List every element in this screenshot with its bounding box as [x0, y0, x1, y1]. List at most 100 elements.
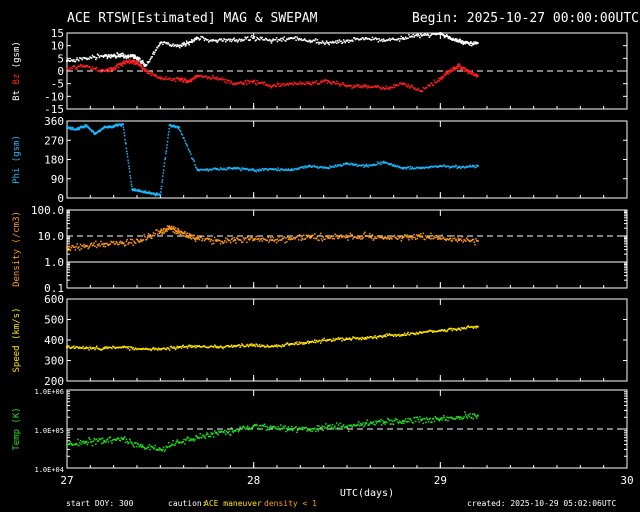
- data-point: [423, 87, 425, 90]
- data-point: [273, 345, 275, 348]
- data-point: [73, 246, 75, 248]
- data-point: [245, 38, 247, 40]
- data-point: [268, 39, 270, 41]
- data-point: [84, 246, 86, 248]
- data-point: [451, 417, 453, 419]
- data-point: [116, 438, 118, 440]
- data-point: [370, 335, 373, 338]
- data-point: [66, 443, 68, 446]
- data-point: [235, 428, 238, 430]
- data-point: [135, 60, 138, 63]
- data-point: [183, 438, 185, 441]
- data-point: [126, 54, 128, 57]
- data-point: [265, 346, 268, 348]
- data-point: [177, 347, 179, 349]
- data-point: [168, 77, 171, 79]
- data-point: [85, 57, 88, 60]
- y-tick-label: -10: [44, 90, 64, 103]
- data-point: [385, 236, 387, 239]
- data-point: [287, 343, 290, 346]
- data-point: [367, 85, 369, 87]
- data-point: [465, 40, 467, 43]
- data-point: [276, 40, 279, 43]
- data-point: [194, 238, 196, 240]
- data-point: [384, 334, 386, 336]
- data-point: [372, 421, 375, 423]
- data-point: [146, 348, 149, 350]
- data-point: [343, 84, 346, 87]
- data-point: [390, 237, 392, 239]
- data-point: [69, 441, 72, 443]
- data-point: [221, 240, 224, 243]
- data-point: [459, 41, 461, 43]
- data-point: [197, 237, 200, 239]
- data-point: [348, 84, 351, 86]
- data-point: [314, 39, 316, 42]
- data-point: [297, 427, 300, 430]
- data-point: [112, 240, 115, 243]
- data-point: [232, 167, 235, 169]
- data-point: [407, 331, 409, 334]
- data-point: [333, 339, 336, 342]
- data-point: [426, 417, 428, 419]
- data-point: [337, 336, 340, 339]
- data-point: [233, 37, 235, 39]
- data-point: [241, 38, 243, 41]
- data-point: [447, 165, 449, 168]
- data-point: [130, 62, 133, 64]
- data-point: [232, 38, 235, 40]
- data-point: [476, 414, 479, 417]
- data-point: [104, 70, 107, 72]
- data-point: [414, 420, 417, 423]
- data-point: [453, 38, 456, 41]
- data-point: [217, 40, 219, 42]
- data-point: [91, 244, 94, 247]
- footer-density-note: density < 1: [264, 499, 317, 508]
- data-point: [263, 346, 266, 348]
- data-point: [130, 442, 133, 444]
- data-point: [298, 37, 301, 40]
- y-tick-label: 0: [57, 192, 64, 205]
- data-point: [210, 238, 212, 241]
- data-point: [409, 236, 411, 238]
- data-point: [462, 40, 465, 43]
- data-point: [347, 41, 350, 44]
- data-point: [457, 415, 459, 418]
- data-point: [185, 43, 187, 45]
- data-point: [192, 237, 194, 239]
- data-point: [191, 439, 194, 441]
- data-point: [456, 417, 459, 419]
- data-point: [362, 37, 364, 39]
- data-point: [475, 415, 477, 418]
- data-point: [366, 165, 369, 167]
- data-point: [316, 39, 319, 41]
- data-point: [155, 229, 157, 231]
- data-point: [76, 127, 79, 129]
- data-point: [424, 238, 426, 241]
- data-point: [319, 41, 322, 44]
- data-point: [110, 240, 112, 243]
- data-point: [365, 338, 368, 340]
- data-point: [397, 334, 399, 337]
- data-point: [168, 227, 171, 230]
- data-point: [333, 426, 336, 429]
- data-point: [94, 245, 96, 247]
- data-point: [283, 36, 285, 38]
- data-point: [207, 170, 210, 172]
- y-axis-label-part: Bt: [12, 90, 22, 101]
- data-point: [112, 241, 114, 244]
- data-point: [241, 426, 244, 428]
- y-tick-label: 1.0E+06: [34, 388, 64, 396]
- data-point: [328, 424, 330, 427]
- data-point: [342, 81, 344, 84]
- data-point: [302, 343, 304, 345]
- data-point: [151, 446, 154, 448]
- data-point: [284, 425, 286, 427]
- data-point: [204, 437, 207, 439]
- data-point: [78, 346, 81, 348]
- data-point: [242, 237, 245, 239]
- data-point: [373, 163, 375, 166]
- data-point: [214, 40, 217, 42]
- data-point: [289, 429, 291, 431]
- data-point: [357, 423, 359, 426]
